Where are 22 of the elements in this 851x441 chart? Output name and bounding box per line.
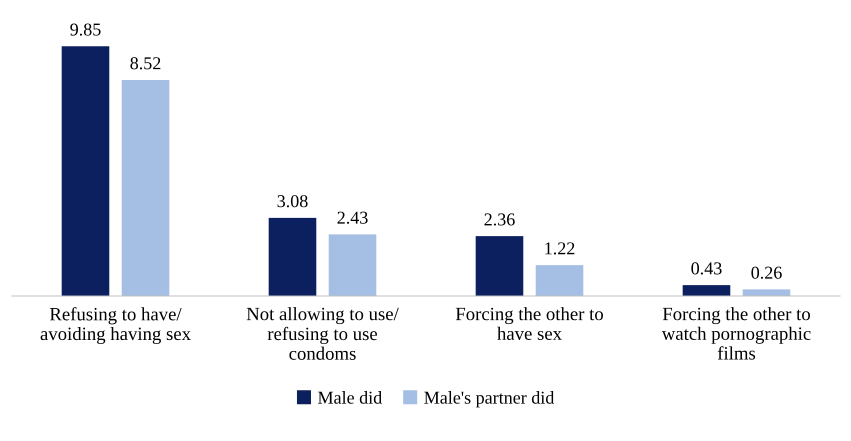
bar: [476, 236, 524, 296]
bar: [62, 46, 110, 296]
bar: [122, 80, 170, 296]
data-label: 0.43: [691, 262, 722, 275]
bar: [742, 289, 790, 296]
x-tick-label: Forcing the other to have sex: [456, 307, 603, 340]
x-tick-label: Not allowing to use/ refusing to use condoms: [246, 307, 399, 360]
data-label: 1.22: [545, 242, 574, 255]
bar: [268, 218, 316, 296]
x-tick-label: Refusing to have/ avoiding having sex: [40, 307, 191, 344]
legend-label: Male did: [318, 391, 382, 404]
data-label: 0.26: [751, 266, 782, 279]
bar: [536, 265, 584, 296]
data-label: 9.85: [70, 23, 101, 36]
x-tick-label: Forcing the other to watch pornographic films: [662, 307, 811, 360]
bar: [328, 234, 376, 296]
bar: [682, 285, 730, 296]
data-label: 2.43: [338, 212, 368, 224]
legend-label: Male's partner did: [424, 391, 554, 408]
data-label: 3.08: [278, 195, 308, 208]
data-label: 8.52: [130, 57, 160, 70]
data-label: 2.36: [484, 213, 515, 226]
